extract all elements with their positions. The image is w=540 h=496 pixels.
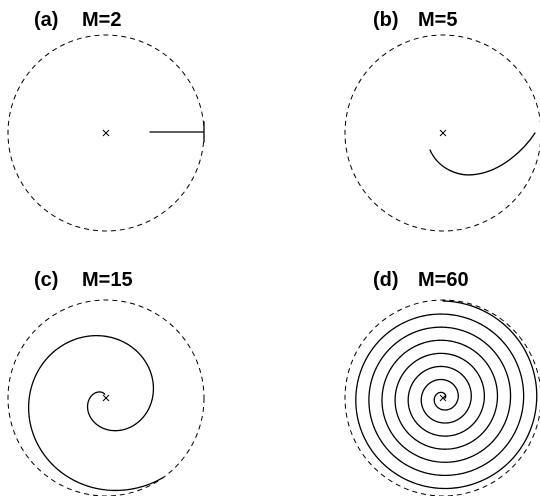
- panel-b-trajectory: [429, 132, 536, 176]
- panel-a-label: M=2: [82, 9, 121, 31]
- panel-c-label: M=15: [82, 269, 133, 291]
- panel-b-center-marker: [439, 129, 447, 137]
- panel-d-center-marker: [439, 394, 447, 402]
- panel-a-center-marker: [102, 129, 110, 137]
- panel-b: (b) M=5: [344, 9, 540, 232]
- panel-b-label: M=5: [418, 9, 457, 31]
- panel-d-trajectory: [355, 300, 538, 490]
- panel-d-label: M=60: [418, 269, 469, 291]
- panel-c-boundary-circle: [7, 299, 205, 496]
- panel-c-trajectory: [27, 335, 165, 492]
- panel-d-tag: (d): [373, 269, 399, 291]
- panel-a: (a) M=2: [7, 9, 205, 232]
- panel-b-boundary-circle: [344, 34, 540, 232]
- panel-c-center-marker: [102, 394, 110, 402]
- panel-b-tag: (b): [373, 9, 399, 31]
- panel-a-trajectory: [149, 121, 205, 143]
- panel-c: (c) M=15: [7, 269, 205, 496]
- panel-d: (d) M=60: [344, 269, 540, 496]
- panel-a-tag: (a): [34, 9, 58, 31]
- panel-c-tag: (c): [34, 269, 58, 291]
- panel-d-boundary-circle: [344, 299, 540, 496]
